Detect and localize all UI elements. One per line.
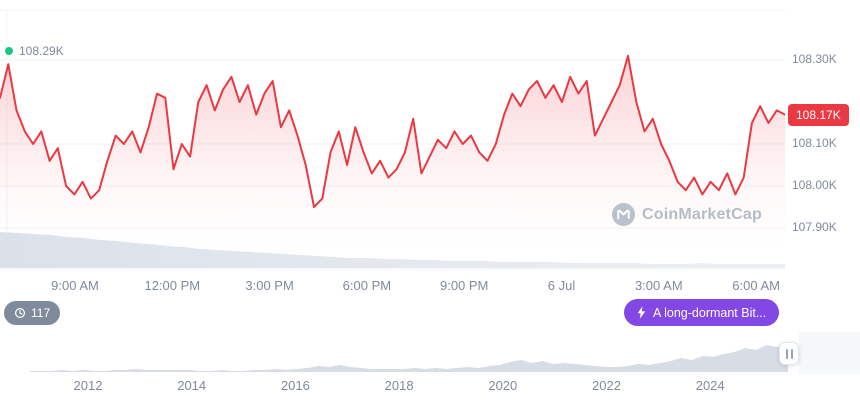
year-axis-label: 2022 — [592, 378, 621, 393]
price-up-dot-icon — [5, 47, 13, 55]
news-ticker-label: A long-dormant Bit... — [653, 305, 767, 320]
price-chart-plot[interactable]: 108.29K CoinMarketCap — [0, 0, 785, 270]
current-price-badge: 108.17K — [788, 103, 849, 126]
history-clock-icon — [14, 307, 26, 319]
range-slider-handle[interactable] — [779, 342, 799, 365]
coinmarketcap-logo-icon — [612, 203, 635, 226]
history-area — [30, 343, 788, 372]
time-axis-label: 9:00 PM — [439, 278, 489, 293]
lightning-bolt-icon — [637, 306, 646, 319]
price-line — [0, 54, 785, 208]
year-axis-label: 2012 — [73, 378, 103, 393]
year-axis-label: 2016 — [280, 378, 310, 393]
price-axis-label: 108.30K — [792, 52, 837, 66]
time-axis-label: 6:00 AM — [732, 278, 780, 293]
time-axis: 9:00 AM 12:00 PM 3:00 PM 6:00 PM 9:00 PM 6 Ju… — [0, 270, 785, 300]
coinmarketcap-watermark: CoinMarketCap — [612, 203, 762, 226]
news-ticker-button[interactable]: A long-dormant Bit... — [624, 299, 780, 326]
year-axis-label: 2018 — [384, 378, 414, 393]
history-area-chart — [30, 343, 788, 372]
year-axis-label: 2014 — [177, 378, 207, 393]
handle-grip-bar — [785, 348, 788, 359]
price-axis-label: 108.10K — [792, 136, 837, 150]
watermark-text: CoinMarketCap — [642, 205, 762, 223]
year-axis-label: 2024 — [695, 378, 725, 393]
time-axis-label: 3:00 AM — [634, 278, 683, 293]
price-axis-label: 108.00K — [792, 178, 837, 192]
handle-grip-bar — [790, 348, 793, 359]
volume-silhouette — [0, 232, 785, 268]
open-price-marker: 108.29K — [5, 44, 64, 58]
watchers-count-label: 117 — [31, 306, 51, 320]
watchers-count-badge[interactable]: 117 — [4, 301, 61, 325]
price-area-fill — [0, 55, 785, 252]
time-axis-label: 12:00 PM — [144, 278, 201, 293]
year-axis-label: 2020 — [488, 378, 518, 393]
time-axis-label: 9:00 AM — [51, 278, 99, 293]
open-price-label: 108.29K — [19, 44, 64, 58]
time-axis-label: 6 Jul — [547, 278, 576, 293]
time-axis-label: 3:00 PM — [245, 278, 294, 293]
unselected-range-overlay — [799, 332, 860, 374]
price-line-chart — [0, 9, 785, 270]
price-axis-label: 107.90K — [792, 220, 837, 234]
time-axis-label: 6:00 PM — [342, 278, 392, 293]
date-range-slider[interactable]: 2012 2014 2016 2018 2020 2022 2024 — [0, 332, 860, 401]
